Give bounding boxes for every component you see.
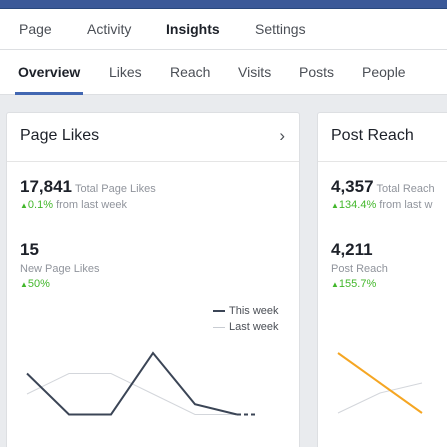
active-tab-underline — [15, 92, 83, 95]
post-reach-value: 4,211 — [331, 240, 373, 259]
page-tabs: Page Activity Insights Settings — [0, 9, 447, 50]
tab-activity[interactable]: Activity — [87, 21, 132, 37]
total-change-pct: 0.1% — [27, 199, 53, 211]
new-page-likes-value: 15 — [20, 240, 39, 259]
tab-posts[interactable]: Posts — [299, 64, 335, 80]
post-reach-change-pct: 155.7% — [338, 278, 377, 290]
page-likes-card: Page Likes › 17,841 Total Page Likes ▲0.1… — [6, 112, 300, 447]
tab-likes[interactable]: Likes — [109, 64, 142, 80]
tab-reach[interactable]: Reach — [170, 64, 211, 80]
divider — [318, 161, 447, 162]
reach-total-change-label: from last w — [379, 199, 433, 211]
tab-people[interactable]: People — [362, 64, 406, 80]
up-arrow-icon: ▲ — [20, 280, 28, 289]
legend-this-week-label: This week — [229, 305, 279, 317]
tab-visits[interactable]: Visits — [238, 64, 272, 80]
likes-series-this-week — [26, 351, 238, 416]
total-page-likes-value: 17,841 — [20, 177, 72, 196]
post-reach-chart — [337, 352, 423, 414]
up-arrow-icon: ▲ — [331, 201, 339, 210]
new-change-pct: 50% — [27, 278, 50, 290]
legend-last-week: Last week — [213, 321, 279, 333]
post-reach-change: ▲155.7% — [331, 278, 376, 290]
total-page-likes-label: Total Page Likes — [75, 183, 156, 195]
legend-last-week-label: Last week — [229, 321, 279, 333]
page-likes-chart — [26, 351, 255, 416]
total-change-label: from last week — [56, 199, 127, 211]
chevron-right-icon[interactable]: › — [279, 126, 285, 145]
tab-settings[interactable]: Settings — [255, 21, 306, 37]
legend-swatch — [213, 310, 225, 313]
reach-total-change-pct: 134.4% — [338, 199, 377, 211]
reach-series-last-week — [337, 382, 423, 414]
total-reach-label: Total Reach — [376, 183, 435, 195]
total-change: ▲0.1% from last week — [20, 199, 127, 211]
tab-insights[interactable]: Insights — [166, 21, 220, 37]
total-page-likes: 17,841 Total Page Likes — [20, 177, 156, 197]
post-reach-label: Post Reach — [331, 263, 388, 275]
likes-series-last-week — [26, 373, 237, 415]
top-bar — [0, 0, 447, 9]
page-likes-title[interactable]: Page Likes — [20, 127, 100, 144]
total-reach: 4,357 Total Reach — [331, 177, 435, 197]
legend-swatch — [213, 326, 225, 328]
tab-overview[interactable]: Overview — [18, 64, 81, 80]
legend-this-week: This week — [213, 305, 279, 317]
post-reach-title[interactable]: Post Reach — [331, 127, 414, 144]
new-page-likes-label: New Page Likes — [20, 263, 100, 275]
tab-page[interactable]: Page — [19, 21, 52, 37]
up-arrow-icon: ▲ — [331, 280, 339, 289]
post-reach-card: Post Reach 4,357 Total Reach ▲134.4% from… — [317, 112, 447, 447]
reach-total-change: ▲134.4% from last w — [331, 199, 432, 211]
up-arrow-icon: ▲ — [20, 201, 28, 210]
total-reach-value: 4,357 — [331, 177, 374, 196]
divider — [7, 161, 299, 162]
insights-subtabs: Overview Likes Reach Visits Posts People — [0, 50, 447, 95]
new-change: ▲50% — [20, 278, 50, 290]
